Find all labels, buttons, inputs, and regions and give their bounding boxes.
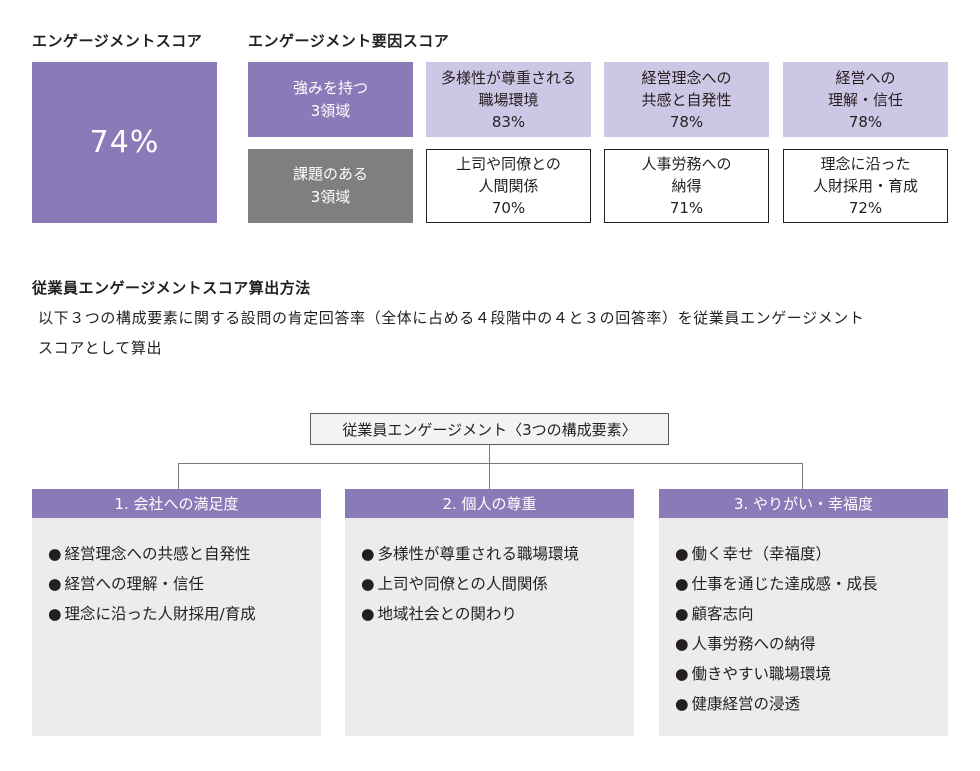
- bullet-icon: ●: [361, 605, 375, 623]
- list-item-text: 健康経営の浸透: [691, 695, 801, 713]
- bullet-icon: ●: [675, 605, 689, 623]
- weak-factor-cell: 上司や同僚との 人間関係 70%: [426, 149, 591, 223]
- factor-name-line: 上司や同僚との: [456, 155, 561, 173]
- method-description-line2: スコアとして算出: [38, 339, 163, 357]
- strong-areas-label-line2: 3領域: [310, 101, 351, 120]
- factor-name-line: 理念に沿った: [820, 155, 911, 173]
- list-item: ● 経営への理解・信任: [48, 569, 321, 599]
- strong-areas-label-line1: 強みを持つ: [292, 78, 368, 97]
- category-panel: ● 経営理念への共感と自発性 ● 経営への理解・信任 ● 理念に沿った人財採用/育成: [32, 518, 321, 736]
- bullet-icon: ●: [675, 665, 689, 683]
- factor-name-line: 多様性が尊重される: [440, 68, 576, 87]
- connector-line: [178, 463, 179, 489]
- connector-line: [802, 463, 803, 489]
- factor-name-line: 理解・信任: [827, 90, 903, 109]
- list-item-text: 多様性が尊重される職場環境: [377, 545, 580, 563]
- connector-line: [178, 463, 803, 464]
- factor-scores-heading: エンゲージメント要因スコア: [248, 32, 450, 50]
- list-item-text: 働きやすい職場環境: [691, 665, 832, 683]
- factor-name-line: 共感と自発性: [641, 90, 732, 109]
- strong-factor-cell: 経営理念への 共感と自発性 78%: [604, 62, 769, 137]
- factor-score-value: 70%: [491, 199, 526, 217]
- category-title: 3. やりがい・幸福度: [733, 495, 874, 513]
- weak-factor-cell: 理念に沿った 人財採用・育成 72%: [783, 149, 948, 223]
- factor-name-line: 経営理念への: [641, 68, 732, 87]
- factor-score-value: 78%: [669, 112, 704, 131]
- weak-areas-label: 課題のある 3領域: [248, 149, 413, 223]
- list-item: ● 顧客志向: [675, 599, 948, 629]
- bullet-icon: ●: [361, 545, 375, 563]
- list-item-text: 人事労務への納得: [691, 635, 816, 653]
- method-description: 以下３つの構成要素に関する設問の肯定回答率（全体に占める４段階中の４と３の回答率…: [38, 303, 968, 363]
- category-panel: ● 多様性が尊重される職場環境 ● 上司や同僚との人間関係 ● 地域社会との関わり: [345, 518, 634, 736]
- list-item-text: 仕事を通じた達成感・成長: [691, 575, 878, 593]
- bullet-icon: ●: [48, 545, 62, 563]
- category-header: 1. 会社への満足度: [32, 489, 321, 518]
- weak-areas-label-line1: 課題のある: [292, 165, 368, 183]
- list-item: ● 仕事を通じた達成感・成長: [675, 569, 948, 599]
- category-header: 2. 個人の尊重: [345, 489, 634, 518]
- connector-line: [489, 445, 490, 463]
- list-item: ● 上司や同僚との人間関係: [361, 569, 634, 599]
- bullet-icon: ●: [675, 545, 689, 563]
- strong-areas-label: 強みを持つ 3領域: [248, 62, 413, 137]
- weak-factor-cell: 人事労務への 納得 71%: [604, 149, 769, 223]
- list-item-text: 働く幸せ（幸福度）: [691, 545, 832, 563]
- factor-name-line: 納得: [671, 177, 702, 195]
- weak-areas-label-line2: 3領域: [310, 188, 351, 206]
- list-item: ● 多様性が尊重される職場環境: [361, 539, 634, 569]
- list-item: ● 健康経営の浸透: [675, 689, 948, 719]
- factor-score-value: 78%: [848, 112, 883, 131]
- factor-name-line: 経営への: [835, 68, 896, 87]
- list-item-text: 経営への理解・信任: [64, 575, 205, 593]
- factor-name-line: 人間関係: [478, 177, 539, 195]
- factor-score-value: 83%: [491, 112, 526, 131]
- list-item: ● 理念に沿った人財採用/育成: [48, 599, 321, 629]
- factor-name-line: 職場環境: [478, 90, 539, 109]
- factor-name-line: 人事労務への: [641, 155, 732, 173]
- list-item: ● 働く幸せ（幸福度）: [675, 539, 948, 569]
- list-item-text: 上司や同僚との人間関係: [377, 575, 548, 593]
- bullet-icon: ●: [675, 695, 689, 713]
- list-item-text: 顧客志向: [691, 605, 754, 623]
- engagement-score-box: 74%: [32, 62, 217, 223]
- bullet-icon: ●: [675, 575, 689, 593]
- list-item: ● 経営理念への共感と自発性: [48, 539, 321, 569]
- bullet-icon: ●: [675, 635, 689, 653]
- factor-score-value: 72%: [848, 199, 883, 217]
- list-item: ● 人事労務への納得: [675, 629, 948, 659]
- strong-factor-cell: 経営への 理解・信任 78%: [783, 62, 948, 137]
- factor-score-value: 71%: [669, 199, 704, 217]
- list-item-text: 理念に沿った人財採用/育成: [64, 605, 256, 623]
- list-item-text: 経営理念への共感と自発性: [64, 545, 251, 563]
- method-description-line1: 以下３つの構成要素に関する設問の肯定回答率（全体に占める４段階中の４と３の回答率…: [38, 309, 865, 327]
- diagram-root-label: 従業員エンゲージメント〈3つの構成要素〉: [342, 420, 637, 439]
- engagement-score-value: 74%: [89, 125, 160, 160]
- category-header: 3. やりがい・幸福度: [659, 489, 948, 518]
- bullet-icon: ●: [48, 605, 62, 623]
- bullet-icon: ●: [48, 575, 62, 593]
- category-title: 2. 個人の尊重: [442, 495, 537, 513]
- connector-line: [489, 463, 490, 489]
- bullet-icon: ●: [361, 575, 375, 593]
- list-item: ● 働きやすい職場環境: [675, 659, 948, 689]
- category-title: 1. 会社への満足度: [114, 495, 239, 513]
- list-item: ● 地域社会との関わり: [361, 599, 634, 629]
- diagram-root-box: 従業員エンゲージメント〈3つの構成要素〉: [310, 413, 669, 445]
- list-item-text: 地域社会との関わり: [377, 605, 517, 623]
- engagement-score-heading: エンゲージメントスコア: [32, 32, 203, 50]
- category-panel: ● 働く幸せ（幸福度） ● 仕事を通じた達成感・成長 ● 顧客志向 ● 人事労務への納得…: [659, 518, 948, 736]
- method-heading: 従業員エンゲージメントスコア算出方法: [32, 279, 311, 297]
- factor-name-line: 人財採用・育成: [812, 177, 918, 195]
- strong-factor-cell: 多様性が尊重される 職場環境 83%: [426, 62, 591, 137]
